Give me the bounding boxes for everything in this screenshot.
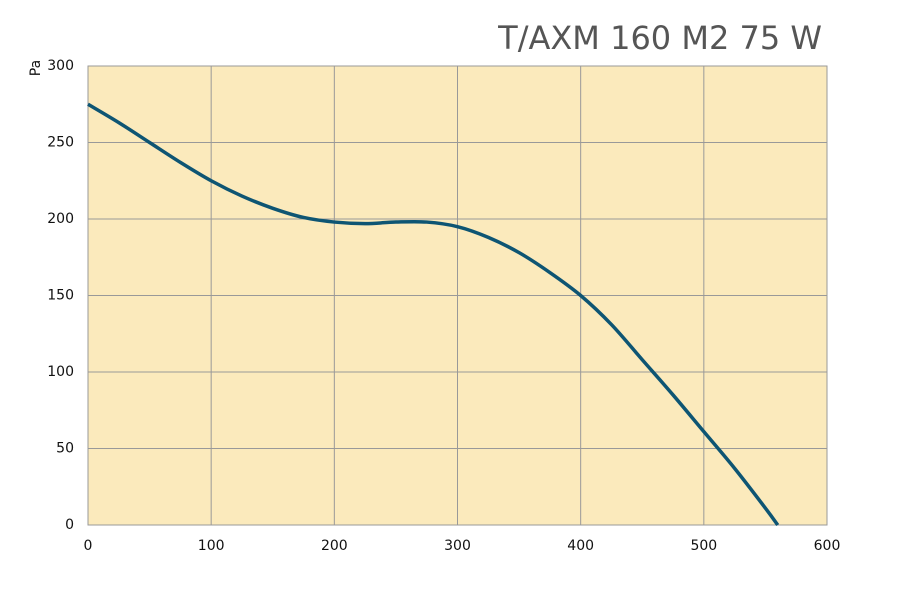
chart-title: T/AXM 160 M2 75 W (497, 19, 822, 57)
y-tick-label: 200 (47, 211, 74, 227)
curve (87, 102, 780, 527)
y-tick-label: 100 (47, 364, 74, 380)
x-tick-label: 100 (198, 538, 225, 554)
y-tick-label: 250 (47, 135, 74, 151)
plot-border (87, 65, 828, 526)
x-tick-label: 300 (444, 538, 471, 554)
y-axis-label: Pa (28, 60, 44, 76)
y-tick-label: 150 (47, 288, 74, 304)
x-tick-label: 0 (84, 538, 93, 554)
x-tick-label: 600 (814, 538, 841, 554)
y-tick-label: 0 (65, 517, 74, 533)
x-tick-label: 500 (690, 538, 717, 554)
y-tick-label: 300 (47, 58, 74, 74)
y-tick-label: 50 (56, 441, 74, 457)
x-tick-label: 400 (567, 538, 594, 554)
x-tick-label: 200 (321, 538, 348, 554)
